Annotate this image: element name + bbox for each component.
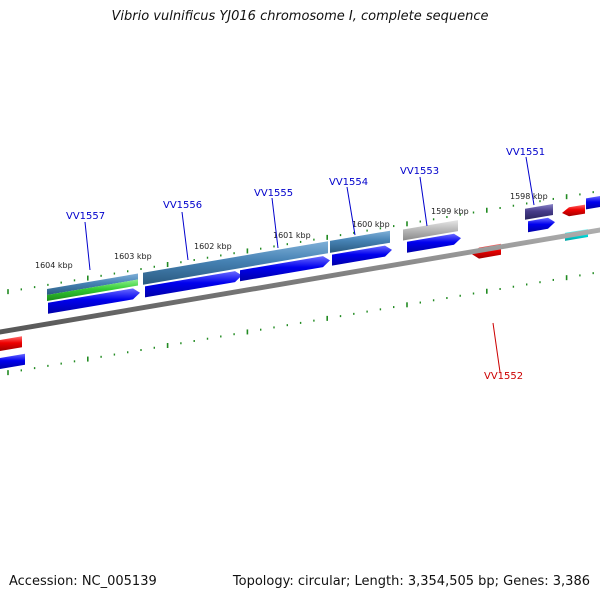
label-connector-5 — [525, 156, 535, 206]
green-feature-vv1557 — [47, 279, 138, 301]
chromosome-backbone-group — [0, 227, 600, 335]
forward-cds-vv1554 — [332, 245, 392, 266]
forward-cds-vv1553 — [407, 233, 461, 253]
forward-cds-vv1556 — [145, 271, 242, 298]
gene-label-vv1551: VV1551 — [506, 147, 545, 158]
outer-tick-ring — [7, 191, 594, 295]
inner-tick-ring — [7, 272, 594, 376]
reverse-cds-left-edge — [0, 336, 22, 351]
tick-label-0: 1604 kbp — [35, 261, 73, 270]
chromosome-backbone — [0, 227, 600, 335]
reverse-cds-small — [562, 204, 585, 217]
steelblue-feature-vv1556-1555 — [143, 241, 328, 285]
tick-label-5: 1599 kbp — [431, 207, 469, 216]
label-connector-group — [84, 156, 535, 373]
accession-text: Accession: NC_005139 — [9, 574, 157, 589]
forward-cds-left-edge — [0, 353, 25, 369]
tick-label-1: 1603 kbp — [114, 252, 152, 261]
gene-label-group: VV1557 VV1556 VV1555 VV1554 VV1553 VV1551 VV15… — [66, 147, 545, 382]
forward-feature-partial — [586, 196, 600, 210]
map-title: Vibrio vulnificus YJ016 chromosome I, co… — [111, 9, 489, 24]
forward-cds-vv1557 — [48, 288, 140, 314]
topology-text: Topology: circular; Length: 3,354,505 bp… — [232, 574, 590, 589]
tick-label-2: 1602 kbp — [194, 242, 232, 251]
tick-label-3: 1601 kbp — [273, 231, 311, 240]
tick-label-group: 1604 kbp 1603 kbp 1602 kbp 1601 kbp 1600 kbp… — [35, 192, 548, 270]
label-connector-6 — [492, 322, 501, 373]
tick-label-4: 1600 kbp — [352, 220, 390, 229]
gene-label-vv1556: VV1556 — [163, 200, 202, 211]
label-connector-2 — [271, 197, 279, 249]
tick-label-6: 1598 kbp — [510, 192, 548, 201]
label-connector-1 — [181, 211, 189, 261]
gene-label-vv1554: VV1554 — [329, 177, 368, 188]
gene-label-vv1557: VV1557 — [66, 211, 105, 222]
forward-cds-vv1555 — [240, 256, 330, 282]
label-connector-0 — [84, 221, 91, 271]
gene-label-vv1553: VV1553 — [400, 166, 439, 177]
purple-feature-vv1551 — [525, 204, 553, 220]
gene-label-vv1555: VV1555 — [254, 188, 293, 199]
label-connector-4 — [419, 176, 428, 227]
forward-cds-vv1551 — [528, 217, 555, 233]
gene-label-vv1552: VV1552 — [484, 371, 523, 382]
steelblue-feature-vv1557 — [47, 273, 138, 295]
steelblue-feature-vv1554 — [330, 230, 390, 253]
gray-feature-vv1553 — [403, 220, 458, 241]
feature-group — [0, 196, 600, 369]
label-connector-3 — [346, 186, 356, 236]
